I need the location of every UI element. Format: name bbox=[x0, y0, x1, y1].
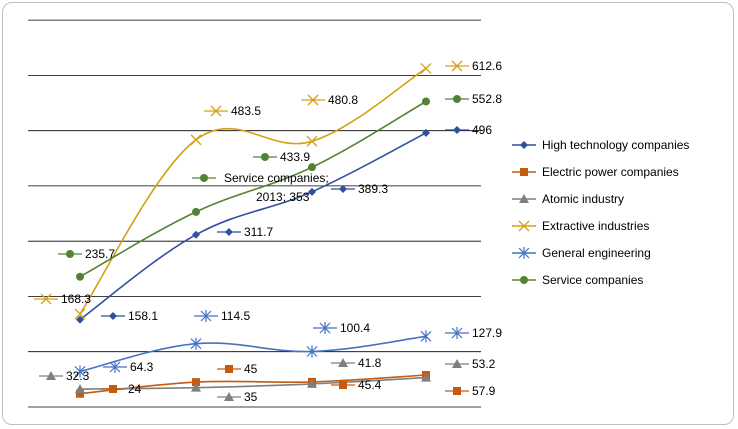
series-line-3 bbox=[79, 67, 427, 315]
data-label: 389.3 bbox=[358, 182, 388, 196]
data-point bbox=[192, 230, 200, 239]
data-point bbox=[190, 134, 202, 146]
label-marker bbox=[200, 310, 212, 322]
series-line-4 bbox=[79, 335, 427, 373]
series-line-5 bbox=[79, 100, 427, 278]
label-marker bbox=[210, 105, 222, 117]
series-line-2 bbox=[79, 376, 427, 390]
legend-entry: Atomic industry bbox=[542, 192, 624, 206]
data-point bbox=[76, 272, 84, 281]
series-line-0 bbox=[79, 132, 427, 321]
data-point bbox=[420, 330, 432, 343]
label-marker bbox=[46, 371, 56, 380]
legend-entry: General engineering bbox=[542, 246, 651, 260]
data-label: 496 bbox=[472, 123, 492, 137]
data-point bbox=[308, 163, 316, 172]
label-marker bbox=[224, 392, 234, 401]
label-marker bbox=[307, 94, 319, 106]
annotation-label: Service companies; bbox=[224, 171, 329, 185]
data-label: 64.3 bbox=[130, 360, 154, 374]
data-point bbox=[76, 315, 84, 324]
data-point bbox=[308, 187, 316, 196]
data-point bbox=[421, 372, 431, 382]
legend-marker bbox=[519, 194, 529, 203]
data-label: 612.6 bbox=[472, 59, 502, 73]
label-marker bbox=[225, 228, 233, 236]
label-marker bbox=[40, 293, 52, 305]
legend-entry: Service companies bbox=[542, 273, 643, 287]
chart-frame bbox=[2, 2, 734, 425]
data-labels: 158.1 311.7 389.3 496 24 45 45.4 57.9 32.3 35 41.8… bbox=[34, 59, 502, 404]
label-marker bbox=[225, 365, 233, 373]
label-marker bbox=[109, 361, 121, 373]
data-point bbox=[192, 378, 200, 387]
data-point bbox=[306, 135, 318, 147]
legend-entry: High technology companies bbox=[542, 138, 689, 152]
legend-marker bbox=[520, 276, 528, 284]
data-point bbox=[191, 382, 201, 392]
data-label: 53.2 bbox=[472, 357, 496, 371]
annotation-label-2: 2013; 353 bbox=[256, 190, 310, 204]
data-label: 45 bbox=[244, 362, 258, 376]
data-label: 552.8 bbox=[472, 92, 502, 106]
data-label: 480.8 bbox=[328, 93, 358, 107]
label-marker bbox=[451, 60, 463, 72]
data-label: 311.7 bbox=[244, 225, 273, 239]
label-marker bbox=[66, 250, 74, 258]
label-marker bbox=[339, 185, 347, 193]
label-marker bbox=[338, 358, 348, 367]
label-marker bbox=[109, 312, 117, 320]
data-point bbox=[422, 128, 430, 137]
label-marker bbox=[453, 126, 461, 134]
data-label: 57.9 bbox=[472, 384, 496, 398]
data-point bbox=[306, 345, 318, 358]
legend-marker bbox=[518, 220, 530, 232]
data-label: 158.1 bbox=[128, 309, 158, 323]
data-label: 433.9 bbox=[280, 150, 310, 164]
data-label: 483.5 bbox=[231, 104, 261, 118]
legend-marker bbox=[520, 168, 528, 176]
data-label: 100.4 bbox=[340, 321, 370, 335]
legend-marker bbox=[520, 141, 528, 149]
data-label: 168.3 bbox=[61, 292, 91, 306]
legend-entry: Extractive industries bbox=[542, 219, 649, 233]
data-label: 235.7 bbox=[85, 247, 115, 261]
label-marker bbox=[453, 387, 461, 395]
label-marker bbox=[261, 153, 269, 161]
data-point bbox=[190, 337, 202, 350]
label-marker bbox=[109, 385, 117, 393]
data-point bbox=[76, 389, 84, 398]
gridlines bbox=[28, 19, 481, 408]
data-point bbox=[420, 62, 432, 74]
data-label: 114.5 bbox=[221, 309, 250, 323]
label-marker bbox=[453, 95, 461, 103]
label-marker bbox=[339, 381, 347, 389]
data-point bbox=[422, 97, 430, 106]
data-label: 127.9 bbox=[472, 326, 502, 340]
data-label: 41.8 bbox=[358, 356, 382, 370]
legend-entry: Electric power companies bbox=[542, 165, 679, 179]
data-point bbox=[192, 207, 200, 216]
data-point bbox=[74, 365, 86, 378]
data-label: 35 bbox=[244, 390, 258, 404]
data-label: 24 bbox=[128, 382, 142, 396]
data-point bbox=[74, 308, 86, 320]
label-marker bbox=[452, 359, 462, 368]
label-marker bbox=[451, 327, 463, 339]
series-lines bbox=[74, 62, 432, 398]
legend: High technology companies Electric power … bbox=[512, 138, 689, 287]
data-label: 32.3 bbox=[66, 369, 90, 383]
data-label: 45.4 bbox=[358, 378, 382, 392]
legend-marker bbox=[518, 247, 530, 259]
data-point bbox=[75, 384, 85, 394]
data-point bbox=[307, 378, 317, 388]
label-marker bbox=[319, 322, 331, 334]
